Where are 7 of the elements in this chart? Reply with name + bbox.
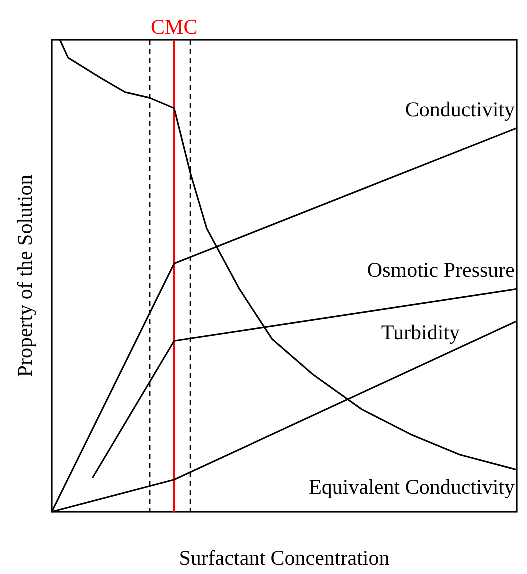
series-label: Conductivity (405, 97, 516, 122)
series-label: Equivalent Conductivity (309, 474, 516, 499)
series-label: Turbidity (381, 320, 460, 345)
x-axis-title: Surfactant Concentration (179, 546, 390, 570)
text: CMC (151, 15, 198, 39)
series-label: Osmotic Pressure (367, 258, 515, 282)
y-axis-title: Property of the Solution (13, 174, 37, 378)
